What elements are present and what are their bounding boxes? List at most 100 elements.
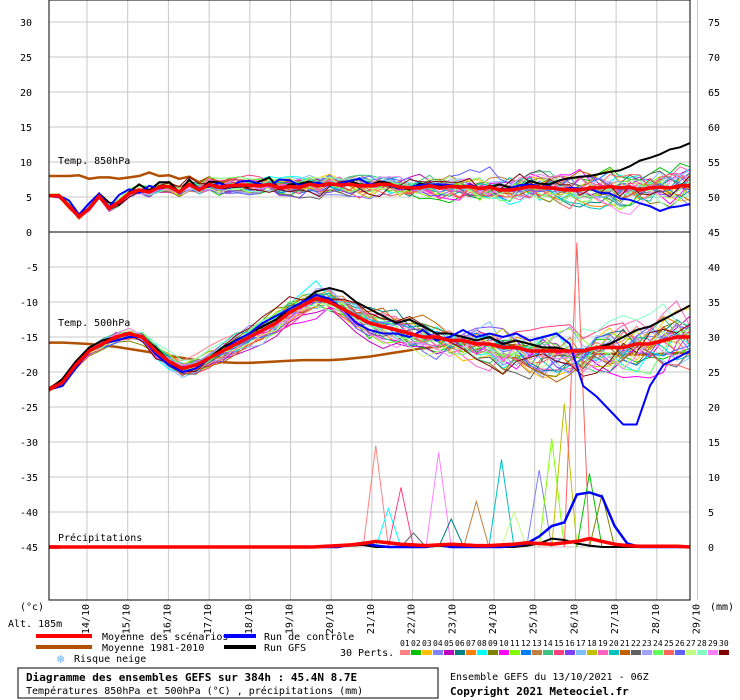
pert-swatch bbox=[422, 650, 432, 655]
pert-number: 17 bbox=[576, 639, 586, 648]
precip-pert-spike bbox=[362, 445, 389, 548]
x-tick-label: 26/10 bbox=[569, 604, 580, 634]
t500-left-tick: -10 bbox=[20, 298, 38, 309]
pert-number: 21 bbox=[620, 639, 630, 648]
pert-swatch bbox=[686, 650, 696, 655]
x-tick-label: 28/10 bbox=[651, 604, 662, 634]
altitude-label: Alt. 185m bbox=[8, 619, 62, 630]
pert-swatch bbox=[642, 650, 652, 655]
t850-right-tick: 70 bbox=[708, 53, 720, 64]
pert-number: 20 bbox=[609, 639, 619, 648]
t500-right-tick: 30 bbox=[708, 333, 720, 344]
precip-pert-spike bbox=[488, 459, 515, 548]
pert-swatch bbox=[499, 650, 509, 655]
pert-swatch bbox=[521, 650, 531, 655]
legend-mean-label: Moyenne des scénarios bbox=[102, 631, 228, 643]
t850-left-tick: 30 bbox=[20, 18, 32, 29]
pert-number: 13 bbox=[532, 639, 542, 648]
t850-left-tick: 20 bbox=[20, 88, 32, 99]
pert-swatch bbox=[664, 650, 674, 655]
pert-swatch bbox=[488, 650, 498, 655]
t500-left-tick: -5 bbox=[26, 263, 38, 274]
pert-swatch bbox=[565, 650, 575, 655]
precip-pert-spike bbox=[387, 487, 414, 548]
footer-title-box bbox=[17, 667, 439, 699]
t500-right-tick: 25 bbox=[708, 368, 720, 379]
precipitation-layer bbox=[362, 242, 616, 548]
x-tick-label: 18/10 bbox=[244, 604, 255, 634]
t850-left-tick: 0 bbox=[26, 228, 32, 239]
legend: Moyenne des scénarios Moyenne 1981-2010 … bbox=[36, 631, 729, 666]
pert-number: 09 bbox=[488, 639, 498, 648]
t850-left-tick: 15 bbox=[20, 123, 32, 134]
precip-pert-spike bbox=[563, 242, 590, 548]
t500-left-tick: -35 bbox=[20, 473, 38, 484]
pert-number: 19 bbox=[598, 639, 608, 648]
pert-number: 07 bbox=[466, 639, 476, 648]
precip-pert-spike bbox=[375, 506, 402, 548]
x-tick-label: 25/10 bbox=[529, 604, 540, 634]
pert-swatch bbox=[543, 650, 553, 655]
pert-swatch bbox=[631, 650, 641, 655]
x-tick-label: 21/10 bbox=[366, 604, 377, 634]
x-tick-label: 24/10 bbox=[488, 604, 499, 634]
t850-left-tick: 5 bbox=[26, 193, 32, 204]
t500-control-line bbox=[48, 293, 691, 426]
pert-number: 04 bbox=[433, 639, 443, 648]
pert-swatch bbox=[708, 650, 718, 655]
t850-panel-label: Temp. 850hPa bbox=[58, 156, 130, 167]
t500-right-tick: 15 bbox=[708, 438, 720, 449]
axes-layer: 14/10 15/10 16/10 17/10 18/10 19/10 20/10 21/10… bbox=[20, 0, 720, 634]
pert-number: 08 bbox=[477, 639, 487, 648]
legend-control-label: Run de contrôle bbox=[264, 631, 354, 643]
t500-right-tick: 0 bbox=[708, 543, 714, 554]
x-tick-label: 20/10 bbox=[325, 604, 336, 634]
precip-pert-spike bbox=[551, 403, 578, 548]
left-unit-label: (°c) bbox=[20, 602, 44, 613]
x-tick-label: 27/10 bbox=[610, 604, 621, 634]
x-tick-label: 15/10 bbox=[122, 604, 133, 634]
t500-pert-line bbox=[48, 298, 691, 389]
t500-left-tick: -20 bbox=[20, 368, 38, 379]
precip-pert-spike bbox=[588, 494, 616, 548]
pert-swatch bbox=[532, 650, 542, 655]
precip-pert-spike bbox=[501, 510, 528, 548]
pert-number: 12 bbox=[521, 639, 531, 648]
x-tick-label: 16/10 bbox=[162, 604, 173, 634]
t500-pert-line bbox=[48, 303, 691, 391]
t850-right-tick: 60 bbox=[708, 123, 720, 134]
pert-swatch bbox=[587, 650, 597, 655]
pert-swatch bbox=[653, 650, 663, 655]
pert-swatch bbox=[455, 650, 465, 655]
pert-swatch bbox=[620, 650, 630, 655]
t500-panel-label: Temp. 500hPa bbox=[58, 318, 130, 329]
pert-swatch bbox=[598, 650, 608, 655]
pert-number: 01 bbox=[400, 639, 410, 648]
pert-swatch bbox=[576, 650, 586, 655]
pert-swatch bbox=[510, 650, 520, 655]
pert-swatch bbox=[719, 650, 729, 655]
pert-number: 06 bbox=[455, 639, 465, 648]
footer-run-info: Ensemble GEFS du 13/10/2021 - 06Z bbox=[450, 672, 649, 683]
t850-left-tick: 25 bbox=[20, 53, 32, 64]
pert-number: 24 bbox=[653, 639, 663, 648]
pert-number: 16 bbox=[565, 639, 575, 648]
pert-number: 28 bbox=[697, 639, 707, 648]
pert-number: 26 bbox=[675, 639, 685, 648]
snowflake-icon: ❄ bbox=[56, 653, 65, 666]
pert-number: 15 bbox=[554, 639, 564, 648]
pert-swatch bbox=[433, 650, 443, 655]
t850-mean-line bbox=[49, 181, 690, 219]
pert-number: 10 bbox=[499, 639, 509, 648]
precip-pert-spike bbox=[425, 452, 452, 548]
precip-pert-spike bbox=[463, 499, 490, 548]
precip-pert-spike bbox=[526, 469, 553, 548]
pert-number: 23 bbox=[642, 639, 652, 648]
pert-number: 18 bbox=[587, 639, 597, 648]
t500-left-tick: -40 bbox=[20, 508, 38, 519]
pert-number: 22 bbox=[631, 639, 641, 648]
pert-number: 03 bbox=[422, 639, 432, 648]
t500-right-tick: 20 bbox=[708, 403, 720, 414]
t500-pert-line bbox=[48, 296, 691, 389]
precip-pert-spike bbox=[400, 532, 427, 548]
